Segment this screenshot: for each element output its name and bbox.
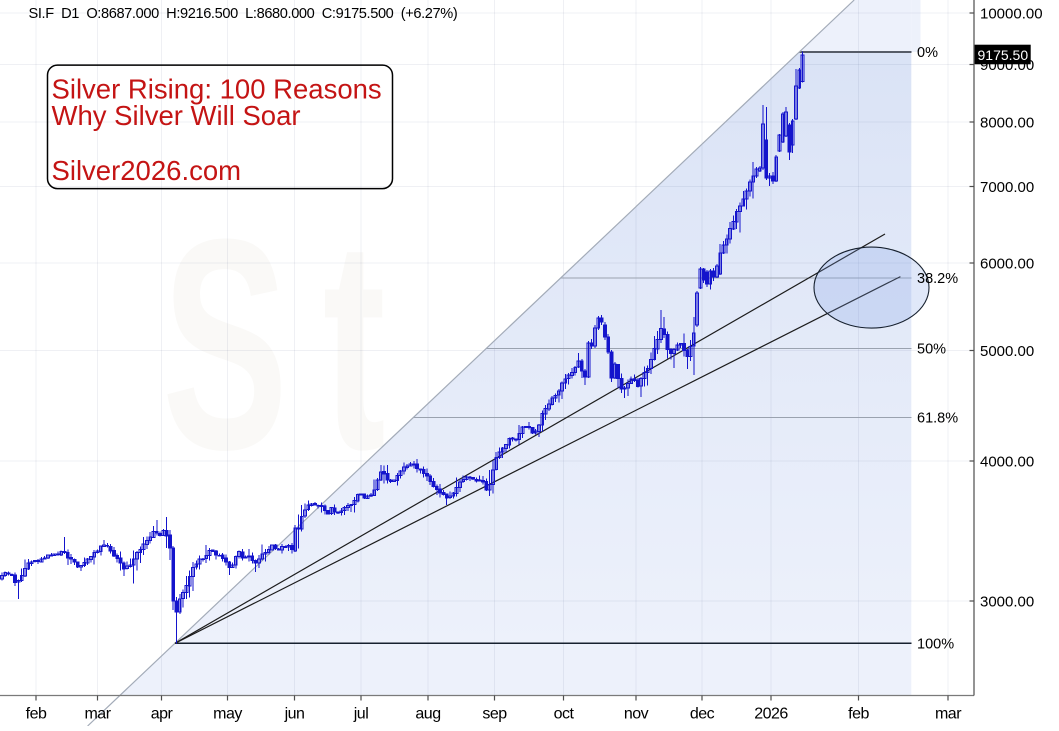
svg-text:St: St <box>162 178 420 513</box>
svg-text:7000.00: 7000.00 <box>980 179 1034 196</box>
svg-text:aug: aug <box>415 706 440 723</box>
svg-text:100%: 100% <box>917 637 954 653</box>
svg-text:SI.F D1 O:8687.000 H:9216.5: SI.F D1 O:8687.000 H:9216.500 L:8680.000… <box>29 6 458 22</box>
svg-text:feb: feb <box>848 706 869 723</box>
svg-text:3000.00: 3000.00 <box>980 593 1034 610</box>
svg-text:0%: 0% <box>917 45 938 61</box>
svg-text:4000.00: 4000.00 <box>980 453 1034 470</box>
svg-text:10000.00: 10000.00 <box>980 5 1043 22</box>
svg-text:nov: nov <box>624 706 649 723</box>
svg-text:Why Silver Will Soar: Why Silver Will Soar <box>52 100 301 131</box>
svg-text:50%: 50% <box>917 342 946 358</box>
svg-text:apr: apr <box>151 706 174 723</box>
svg-text:Silver2026.com: Silver2026.com <box>52 155 242 186</box>
svg-text:jun: jun <box>284 706 305 723</box>
svg-text:8000.00: 8000.00 <box>980 114 1034 131</box>
svg-text:sep: sep <box>482 706 507 723</box>
svg-text:5000.00: 5000.00 <box>980 343 1034 360</box>
svg-text:38.2%: 38.2% <box>917 271 958 287</box>
svg-text:Silver Rising: 100 Reasons: Silver Rising: 100 Reasons <box>52 74 382 105</box>
svg-text:dec: dec <box>690 706 715 723</box>
svg-text:61.8%: 61.8% <box>917 411 958 427</box>
svg-text:mar: mar <box>935 706 962 723</box>
svg-text:feb: feb <box>26 706 47 723</box>
svg-text:may: may <box>213 706 242 723</box>
svg-text:2026: 2026 <box>754 706 788 723</box>
svg-text:9175.50: 9175.50 <box>978 47 1029 63</box>
svg-text:oct: oct <box>554 706 575 723</box>
svg-text:jul: jul <box>353 706 369 723</box>
svg-text:6000.00: 6000.00 <box>980 255 1034 272</box>
svg-text:mar: mar <box>84 706 111 723</box>
